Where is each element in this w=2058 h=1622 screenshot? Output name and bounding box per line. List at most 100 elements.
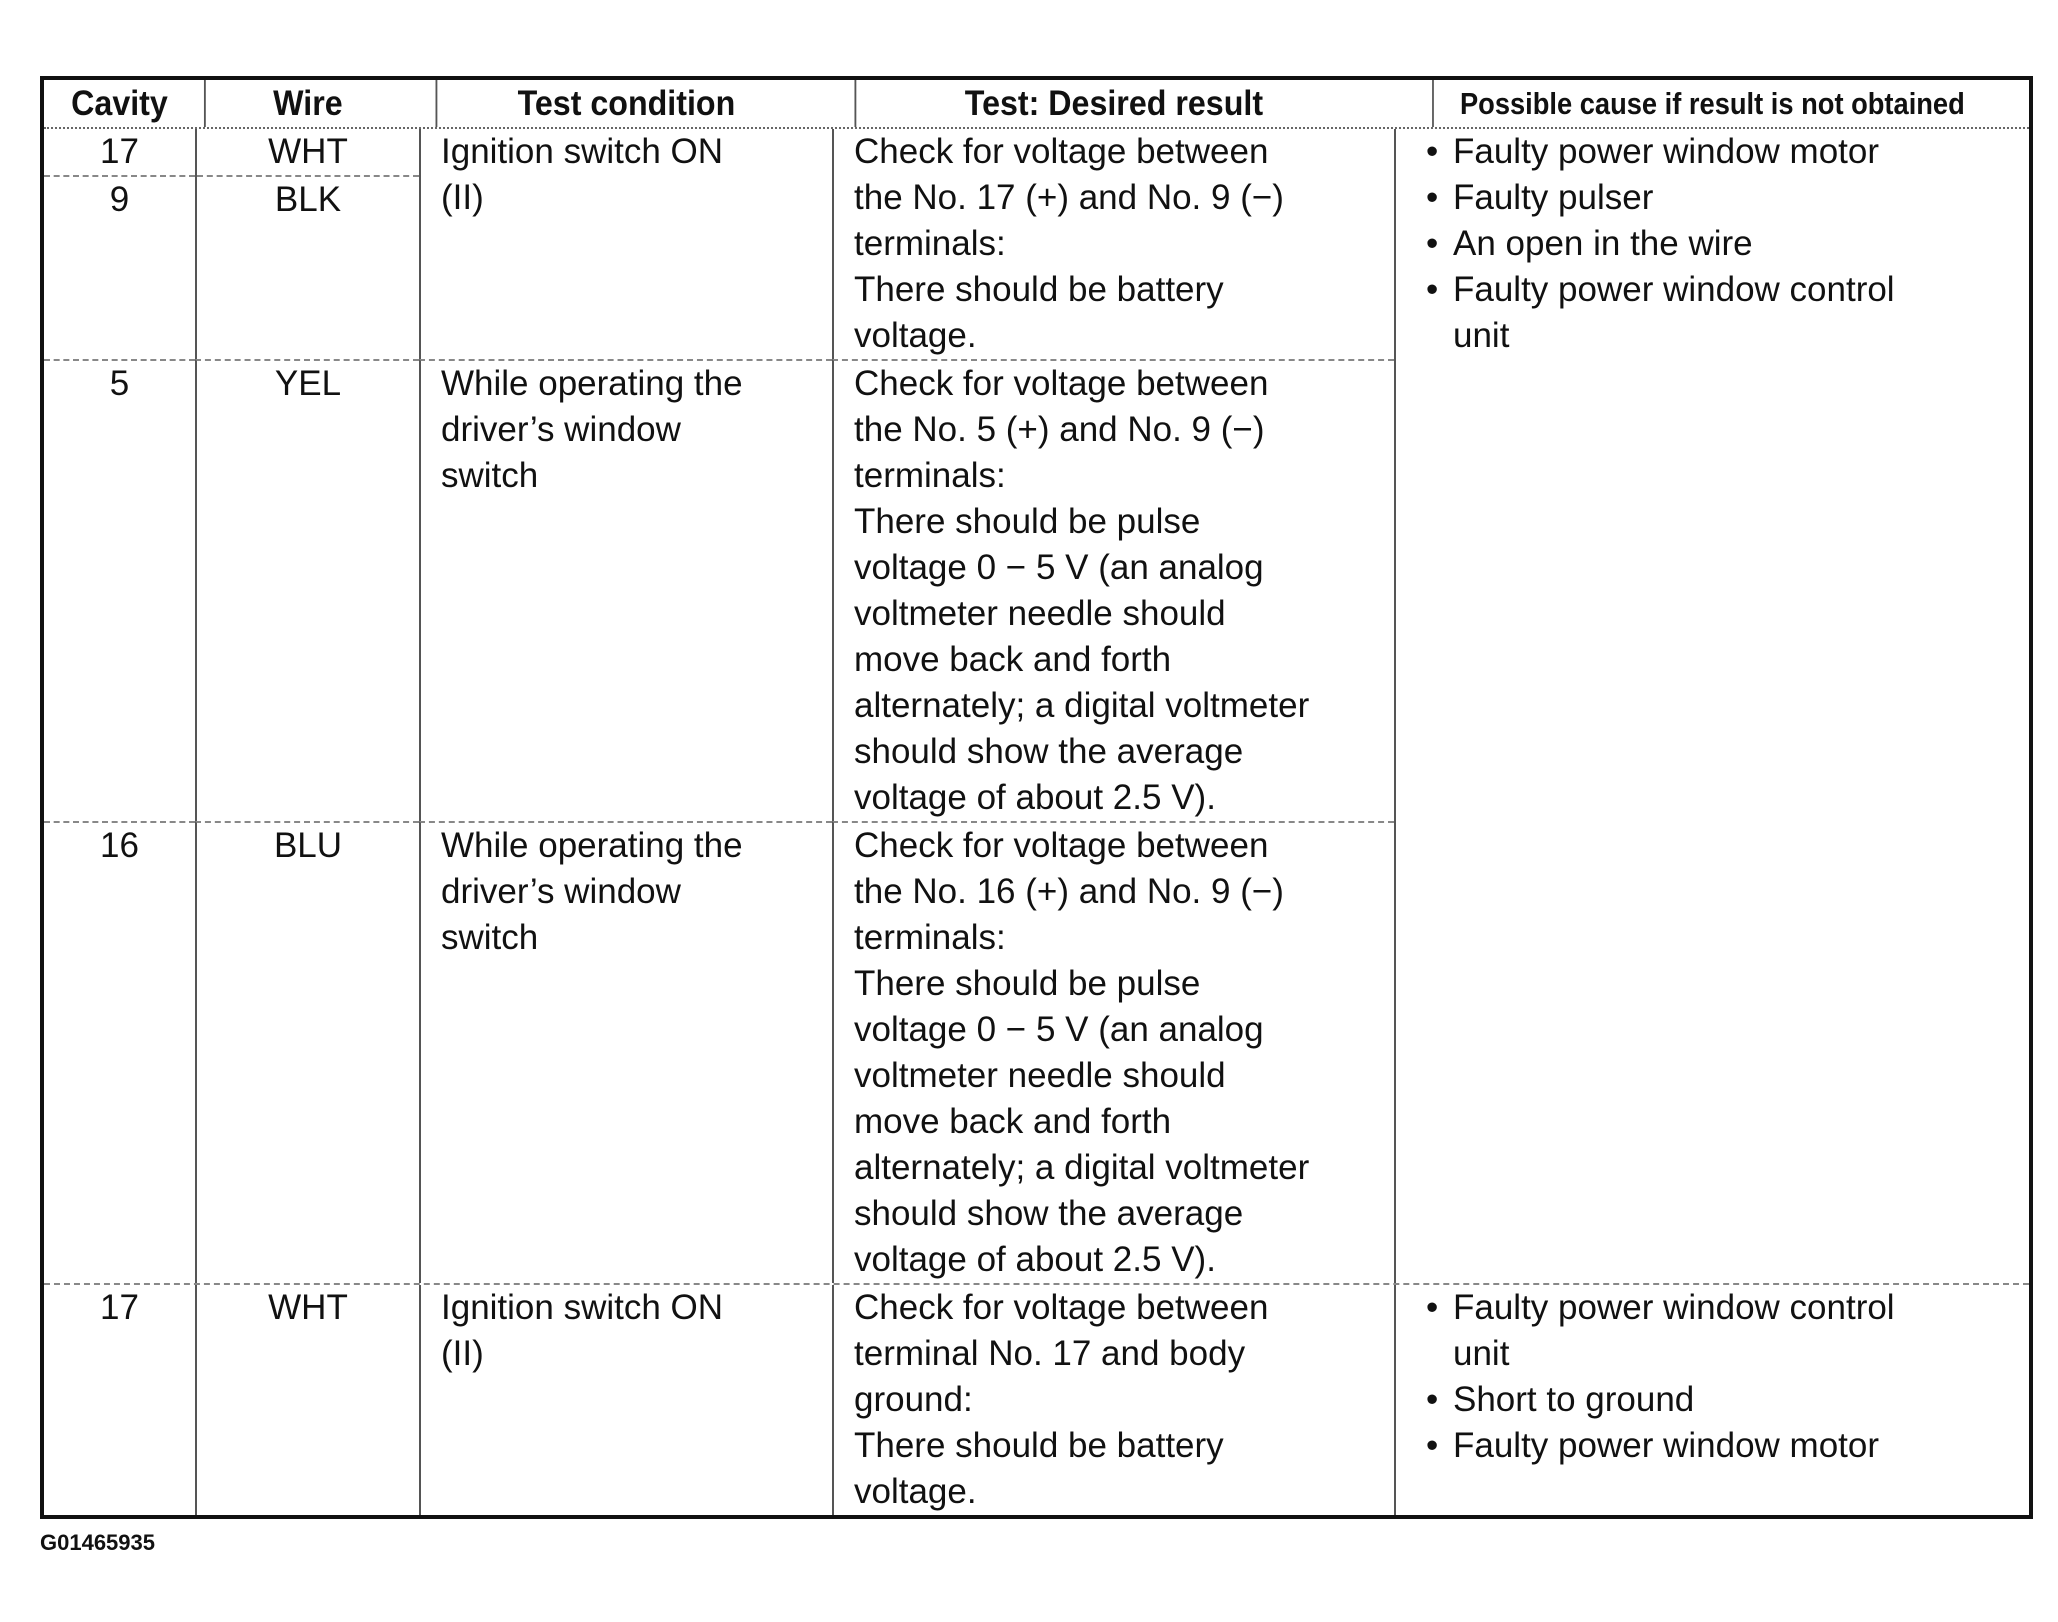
result-line: move back and forth [854, 1102, 1172, 1141]
header-cavity: Cavity [71, 84, 168, 123]
cavity-cell: 17 [44, 1285, 195, 1515]
condition-line: switch [441, 456, 539, 495]
bullet-icon: • [1426, 132, 1439, 171]
wire-cell: WHT BLK [195, 129, 419, 359]
cavity-cell: 17 9 [44, 129, 195, 359]
condition-line: Ignition switch ON [441, 132, 724, 171]
condition-line: While operating the [441, 826, 743, 865]
desired-result-cell: Check for voltage between the No. 5 (+) a… [832, 359, 1394, 821]
cause-item: • Faulty power window motor [1426, 1423, 2029, 1469]
table-row: 16 BLU While operating the driver’s window s… [44, 821, 2029, 1283]
result-line: Check for voltage between [854, 364, 1269, 403]
cause-text: Faulty power window motor [1453, 1423, 1879, 1469]
result-line: the No. 16 (+) and No. 9 (−) [854, 872, 1284, 911]
test-condition-cell: Ignition switch ON (II) [419, 1285, 832, 1515]
result-line: voltage 0 − 5 V (an analog [854, 548, 1264, 587]
desired-result-cell: Check for voltage between the No. 16 (+) … [832, 821, 1394, 1283]
wire-cell: YEL [195, 359, 419, 821]
result-line: voltage of about 2.5 V). [854, 778, 1216, 817]
cause-line: unit [1453, 1334, 1510, 1373]
condition-line: switch [441, 918, 539, 957]
cause-item: • Faulty power window control unit [1426, 1285, 2029, 1377]
result-line: alternately; a digital voltmeter [854, 1148, 1310, 1187]
cause-line: Faulty pulser [1453, 178, 1654, 217]
condition-line: driver’s window [441, 410, 681, 449]
bullet-icon: • [1426, 1380, 1439, 1419]
cause-text: Short to ground [1453, 1377, 1694, 1423]
result-line: There should be battery [854, 270, 1224, 309]
result-line: Check for voltage between [854, 132, 1269, 171]
cause-item: • Short to ground [1426, 1377, 2029, 1423]
header-test-condition: Test condition [435, 80, 816, 127]
bullet-icon: • [1426, 1288, 1439, 1327]
result-line: the No. 17 (+) and No. 9 (−) [854, 178, 1284, 217]
wire-color: WHT [268, 132, 348, 171]
condition-line: (II) [441, 1334, 484, 1373]
cause-text: Faulty power window control unit [1453, 1285, 1895, 1377]
test-condition-cell: Ignition switch ON (II) [419, 129, 832, 359]
cause-line: Faulty power window control [1453, 270, 1895, 309]
wire-color: YEL [274, 364, 342, 403]
header-row: Cavity Wire Test condition Test: Desired… [44, 80, 2029, 129]
result-line: voltage 0 − 5 V (an analog [854, 1010, 1264, 1049]
result-line: There should be pulse [854, 502, 1201, 541]
wire-cell: BLU [195, 821, 419, 1283]
cavity-cell: 5 [44, 359, 195, 821]
result-line: voltmeter needle should [854, 594, 1226, 633]
wire-color: BLK [197, 175, 419, 223]
result-line: the No. 5 (+) and No. 9 (−) [854, 410, 1265, 449]
wire-cell: WHT [195, 1285, 419, 1515]
desired-result-cell: Check for voltage between the No. 17 (+) … [832, 129, 1394, 359]
result-line: terminal No. 17 and body [854, 1334, 1246, 1373]
possible-cause-cell [1394, 821, 2029, 1283]
result-line: alternately; a digital voltmeter [854, 686, 1310, 725]
table-row: 17 9 WHT BLK Ignition switch ON (II) Check for… [44, 129, 2029, 359]
result-line: should show the average [854, 732, 1244, 771]
desired-result-cell: Check for voltage between terminal No. 17… [832, 1285, 1394, 1515]
header-wire: Wire [203, 80, 410, 127]
result-line: move back and forth [854, 640, 1172, 679]
header-possible-cause: Possible cause if result is not obtained [1432, 80, 1991, 127]
cavity-number: 9 [44, 175, 195, 223]
condition-line: driver’s window [441, 872, 681, 911]
cause-line: Short to ground [1453, 1380, 1695, 1419]
result-line: terminals: [854, 224, 1006, 263]
figure-code: G01465935 [40, 1530, 155, 1555]
result-line: voltmeter needle should [854, 1056, 1226, 1095]
wire-color: WHT [268, 1288, 348, 1327]
result-line: Check for voltage between [854, 1288, 1269, 1327]
table-row: 5 YEL While operating the driver’s window sw… [44, 359, 2029, 821]
diagnostic-table: Cavity Wire Test condition Test: Desired… [40, 76, 2033, 1519]
table-row: 17 WHT Ignition switch ON (II) Check for vol… [44, 1283, 2029, 1515]
cavity-number: 17 [100, 132, 139, 171]
condition-line: While operating the [441, 364, 743, 403]
cause-text: An open in the wire [1453, 221, 1753, 267]
cause-line: Faulty power window control [1453, 1288, 1895, 1327]
cause-item: • Faulty power window motor [1426, 129, 2029, 175]
result-line: voltage of about 2.5 V). [854, 1240, 1216, 1279]
bullet-icon: • [1426, 224, 1439, 263]
cause-text: Faulty power window motor [1453, 129, 1879, 175]
cause-line: An open in the wire [1453, 224, 1753, 263]
result-line: There should be battery [854, 1426, 1224, 1465]
possible-cause-cell [1394, 359, 2029, 821]
test-condition-cell: While operating the driver’s window switch [419, 359, 832, 821]
cause-line: unit [1453, 316, 1510, 355]
cause-text: Faulty pulser [1453, 175, 1653, 221]
cause-line: Faulty power window motor [1453, 1426, 1879, 1465]
result-line: terminals: [854, 456, 1006, 495]
result-line: ground: [854, 1380, 973, 1419]
result-line: voltage. [854, 316, 977, 355]
cavity-number: 5 [109, 364, 130, 403]
bullet-icon: • [1426, 178, 1439, 217]
cause-text: Faulty power window control unit [1453, 267, 1895, 359]
possible-cause-cell: • Faulty power window control unit • Short t… [1394, 1285, 2029, 1515]
cause-item: • An open in the wire [1426, 221, 2029, 267]
result-line: There should be pulse [854, 964, 1201, 1003]
cause-line: Faulty power window motor [1453, 132, 1879, 171]
condition-line: (II) [441, 178, 484, 217]
header-desired-result: Test: Desired result [854, 80, 1371, 127]
result-line: terminals: [854, 918, 1006, 957]
bullet-icon: • [1426, 270, 1439, 309]
possible-cause-cell: • Faulty power window motor • Faulty pulser… [1394, 129, 2029, 359]
